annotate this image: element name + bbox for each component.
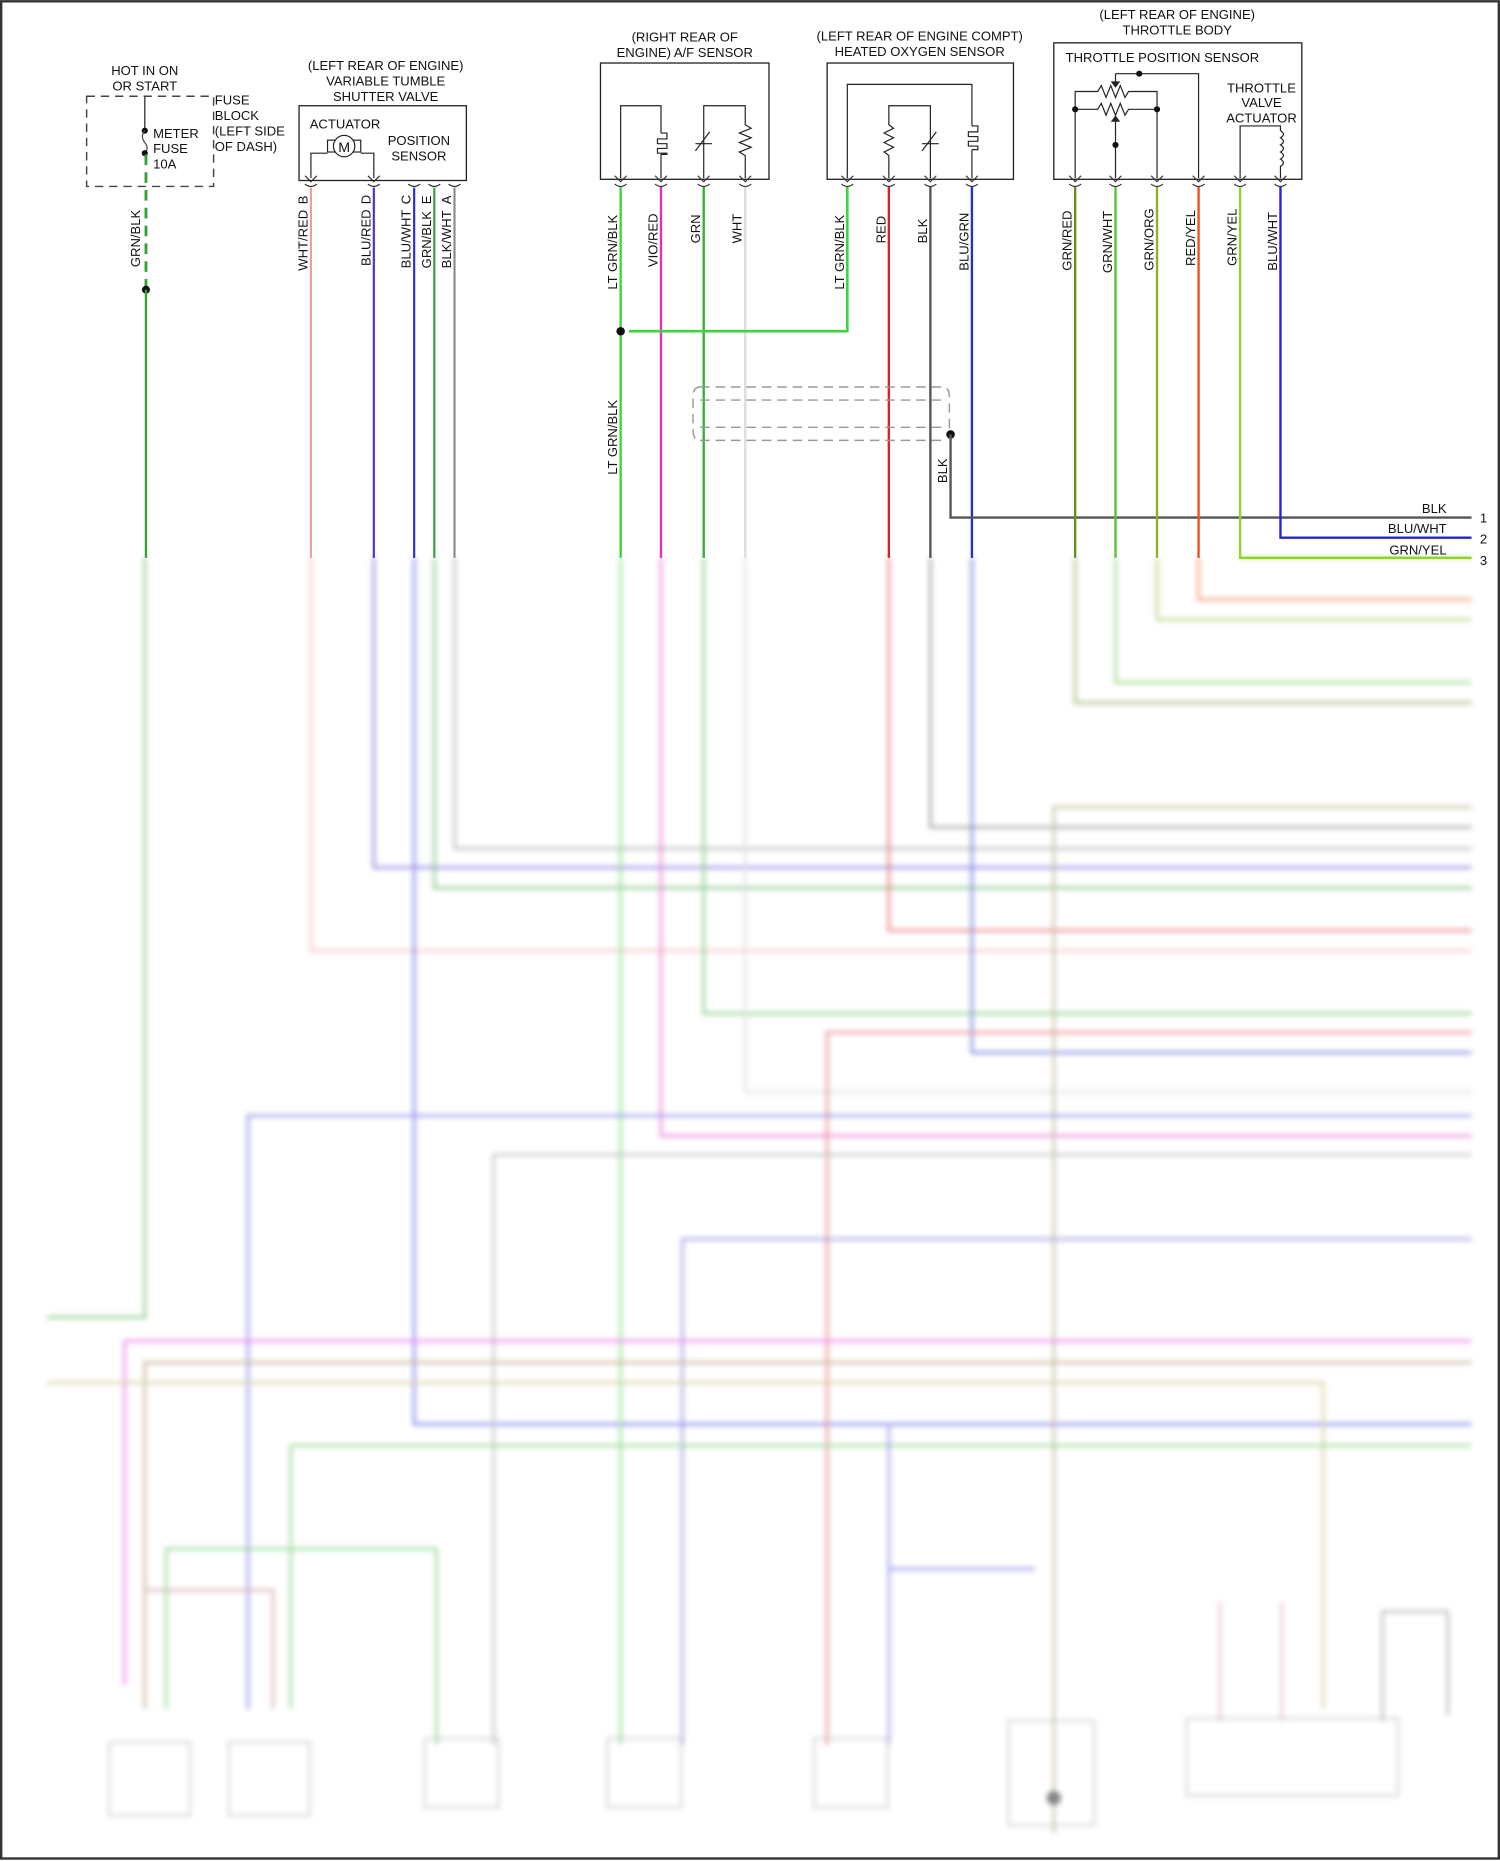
wire-label: GRN/BLK — [128, 210, 143, 268]
wire-label: GRN/BLK — [419, 211, 434, 269]
motor-label: M — [338, 140, 350, 156]
actuator-label: ACTUATOR — [310, 116, 381, 131]
wire-label: BLU/RED — [358, 209, 373, 266]
wire-label: WHT/RED — [295, 210, 310, 271]
wire-label: BLK — [1422, 501, 1447, 516]
fuse-block-label: (LEFT SIDE — [215, 123, 285, 138]
wire-label: VIO/RED — [645, 213, 660, 267]
tps-label: THROTTLE POSITION SENSOR — [1066, 50, 1260, 65]
wire-label: RED — [873, 216, 888, 244]
coil-icon — [1239, 125, 1285, 179]
fuse-label: FUSE — [153, 141, 188, 156]
sensor-label: POSITION — [388, 133, 450, 148]
wire-label: LT GRN/BLK — [605, 400, 620, 475]
component-title: (LEFT REAR OF ENGINE COMPT) — [817, 28, 1023, 43]
fuse-block-label: FUSE — [215, 93, 250, 108]
heater-element-icon — [656, 132, 668, 155]
pin-label: B — [295, 195, 310, 204]
wire-label: BLK — [915, 218, 930, 243]
wire-label: BLU/WHT — [399, 210, 414, 269]
wire-label: LT GRN/BLK — [605, 214, 620, 289]
pin-number: 1 — [1480, 510, 1487, 525]
pin-number: 3 — [1480, 553, 1487, 568]
actuator-label: THROTTLE — [1227, 81, 1296, 96]
component-title: THROTTLE BODY — [1122, 23, 1232, 38]
motor-icon: M — [310, 134, 375, 179]
actuator-label: ACTUATOR — [1226, 110, 1297, 125]
wire-shield — [692, 386, 951, 442]
pin-label: A — [439, 195, 454, 204]
lower-diagram-blurred — [47, 556, 1472, 1834]
connector-right: BLK 1 BLU/WHT 2 GRN/YEL 3 — [1388, 501, 1487, 568]
component-title: ENGINE) A/F SENSOR — [617, 45, 753, 60]
wire-label: BLK/WHT — [439, 210, 454, 268]
tumble-shutter-valve: (LEFT REAR OF ENGINE) VARIABLE TUMBLE SH… — [295, 58, 468, 558]
sensor-label: SENSOR — [391, 148, 446, 163]
component-title: (LEFT REAR OF ENGINE) — [308, 58, 464, 73]
variable-element-icon — [694, 131, 713, 152]
component-title: (LEFT REAR OF ENGINE) — [1099, 7, 1255, 22]
component-title: HEATED OXYGEN SENSOR — [835, 44, 1005, 59]
wire-label: BLK — [935, 458, 950, 483]
wire-label: BLU/GRN — [956, 213, 971, 271]
wire-label: GRN — [688, 214, 703, 243]
wire-label: GRN/YEL — [1225, 209, 1240, 266]
throttle-body: (LEFT REAR OF ENGINE) THROTTLE BODY THRO… — [1053, 7, 1472, 560]
hot-label: HOT IN ON — [111, 63, 178, 78]
pin-label: C — [399, 195, 414, 204]
fuse-icon — [141, 130, 148, 154]
actuator-label: VALVE — [1241, 95, 1281, 110]
wire-label: BLU/WHT — [1265, 212, 1280, 271]
pin-label: D — [358, 195, 373, 204]
heated-oxygen-sensor: (LEFT REAR OF ENGINE COMPT) HEATED OXYGE… — [616, 28, 1472, 558]
pin-number: 2 — [1480, 532, 1487, 547]
potentiometer-icon — [1074, 73, 1200, 179]
component-title: SHUTTER VALVE — [333, 89, 439, 104]
af-sensor: (RIGHT REAR OF ENGINE) A/F SENSOR LT GRN… — [599, 30, 770, 558]
fuse-block-label: BLOCK — [215, 108, 260, 123]
wire-label: GRN/ORG — [1141, 208, 1156, 270]
wire-label: GRN/RED — [1060, 211, 1075, 271]
wire-label: RED/YEL — [1183, 210, 1198, 266]
hot-label: OR START — [112, 78, 177, 93]
fuse-block-label: OF DASH) — [215, 139, 277, 154]
component-title: (RIGHT REAR OF — [632, 30, 738, 45]
wire-label: GRN/YEL — [1389, 542, 1446, 557]
fuse-label: 10A — [153, 157, 177, 172]
wire-label: WHT — [730, 214, 745, 244]
wire-label: LT GRN/BLK — [832, 214, 847, 289]
fuse-label: METER — [153, 126, 199, 141]
component-title: VARIABLE TUMBLE — [326, 74, 445, 89]
wire-label: BLU/WHT — [1388, 521, 1447, 536]
fuse-block: HOT IN ON OR START FUSE BLOCK (LEFT SIDE… — [85, 63, 285, 558]
pin-label: E — [419, 195, 434, 204]
wire-label: GRN/WHT — [1100, 211, 1115, 273]
